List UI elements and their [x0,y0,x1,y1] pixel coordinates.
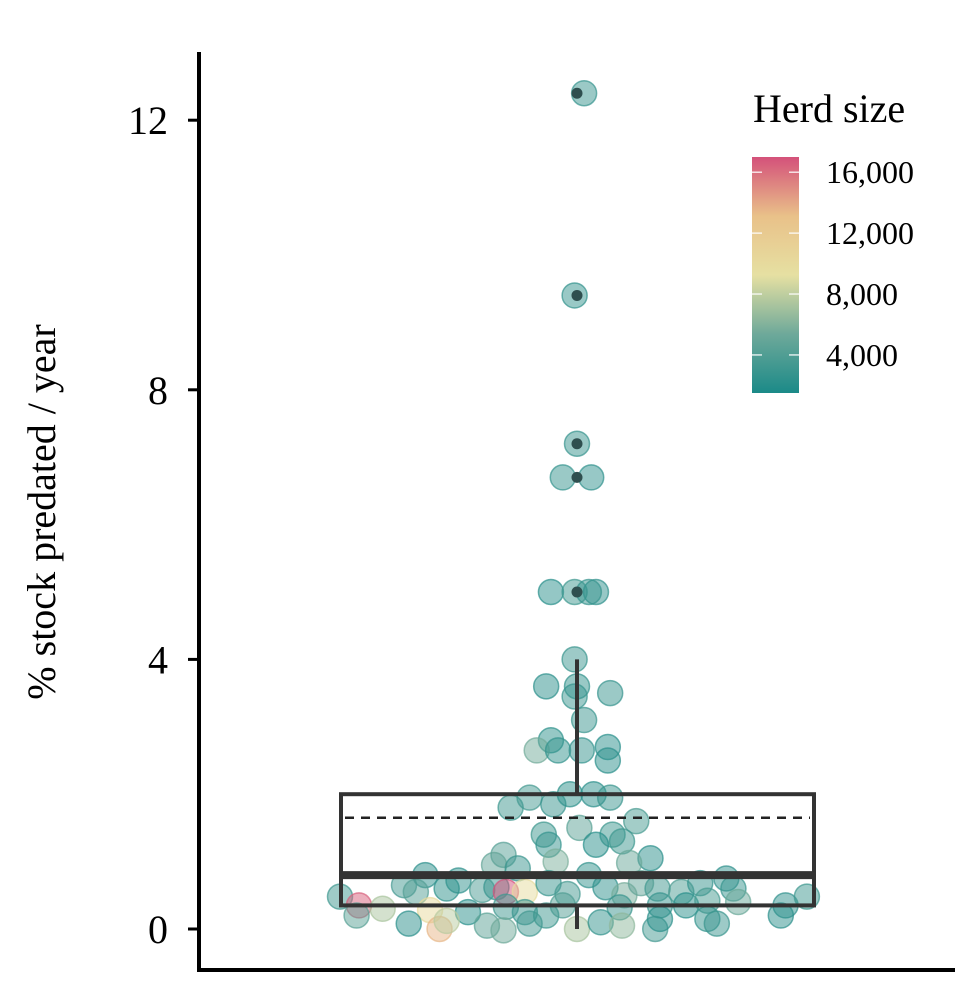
data-point [537,578,565,606]
data-point [566,814,593,842]
y-axis-title: % stock predated / year [19,324,64,699]
data-point [532,673,560,700]
data-point [568,737,595,764]
data-point [544,737,572,764]
boxplot [339,659,816,929]
data-point [433,907,460,935]
y-tick-label: 0 [148,907,168,952]
data-point [497,794,524,821]
outlier-marker [571,586,583,598]
data-point [646,905,674,933]
data-point [594,747,622,774]
data-point [767,902,795,929]
legend-tick-label: 8,000 [826,276,898,312]
data-point [596,784,624,811]
y-tick-label: 4 [148,637,168,682]
outlier-marker [571,87,583,99]
legend-tick-label: 12,000 [826,215,914,251]
data-point [490,917,517,944]
data-point [703,910,731,937]
legend-title: Herd size [753,86,905,131]
data-point [561,646,588,673]
outlier-markers [571,87,583,598]
data-point [369,895,396,923]
legend-tick-label: 4,000 [826,337,898,373]
legend-ticks: 4,000 8,000 12,000 16,000 [752,154,914,373]
outlier-marker [571,438,583,450]
outlier-marker [571,289,583,301]
points-layer [326,79,821,944]
data-point [582,831,610,858]
legend-colorbar [752,157,799,393]
box-iqr [339,792,816,908]
data-point [608,912,636,939]
data-point [561,683,588,710]
data-point [623,807,650,835]
y-tick-label: 12 [128,98,168,143]
y-axis-ticks: 0 4 8 12 [128,98,199,952]
legend-tick-label: 16,000 [826,154,914,190]
y-tick-label: 8 [148,368,168,413]
data-point [596,679,624,707]
data-point [343,902,370,929]
data-point [532,902,560,929]
data-point [395,910,422,937]
legend: Herd size 4,000 8,000 12,000 16,000 [752,86,914,393]
data-point [724,888,752,916]
outlier-marker [571,471,583,483]
data-point [433,875,460,902]
